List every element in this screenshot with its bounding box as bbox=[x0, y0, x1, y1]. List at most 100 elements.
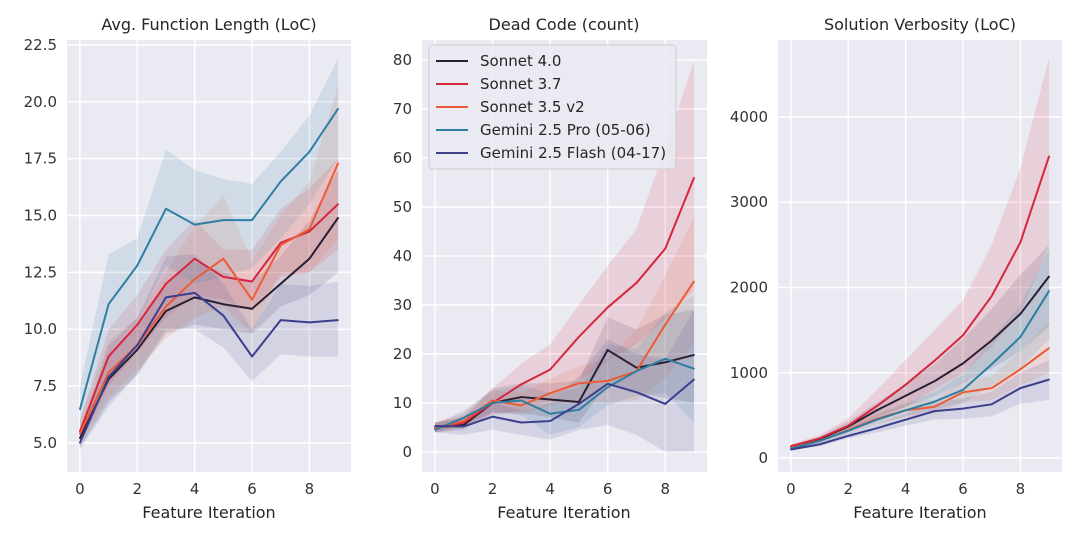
legend: Sonnet 4.0 Sonnet 3.7 Sonnet 3.5 v2 Gemini … bbox=[428, 44, 677, 170]
data-point-sonnet-3-5-v2 bbox=[107, 371, 110, 374]
data-point-gemini-2-5-pro-05-06 bbox=[337, 107, 339, 110]
data-point-gemini-2-5-flash-04-17 bbox=[279, 319, 282, 321]
data-point-sonnet-3-5-v2 bbox=[578, 382, 580, 385]
data-point-gemini-2-5-flash-04-17 bbox=[520, 421, 523, 424]
data-point-sonnet-3-7 bbox=[635, 282, 638, 284]
data-point-sonnet-3-5-v2 bbox=[491, 399, 494, 402]
data-point-gemini-2-5-flash-04-17 bbox=[1019, 387, 1022, 389]
y-tick-label: 60 bbox=[393, 149, 412, 167]
data-point-sonnet-3-5-v2 bbox=[434, 426, 436, 429]
x-tick-label: 6 bbox=[603, 480, 613, 498]
data-point-sonnet-3-5-v2 bbox=[222, 257, 225, 260]
data-point-gemini-2-5-flash-04-17 bbox=[962, 407, 964, 410]
data-point-sonnet-3-7 bbox=[847, 424, 850, 427]
data-point-sonnet-3-7 bbox=[1048, 155, 1050, 158]
x-tick-label: 8 bbox=[305, 480, 315, 498]
y-tick-label: 5.0 bbox=[33, 434, 57, 452]
ci-band-sonnet-3-5-v2 bbox=[434, 216, 695, 433]
data-point-gemini-2-5-flash-04-17 bbox=[491, 415, 494, 418]
x-axis-label: Feature Iteration bbox=[142, 503, 275, 522]
data-point-gemini-2-5-flash-04-17 bbox=[990, 403, 993, 406]
data-point-gemini-2-5-pro-05-06 bbox=[578, 408, 580, 411]
y-tick-label: 40 bbox=[393, 247, 412, 265]
data-point-gemini-2-5-pro-05-06 bbox=[251, 219, 253, 221]
series-line-gemini-2-5-flash-04-17 bbox=[434, 378, 695, 428]
data-point-gemini-2-5-pro-05-06 bbox=[818, 440, 821, 442]
data-point-sonnet-3-5-v2 bbox=[606, 380, 609, 382]
data-point-gemini-2-5-pro-05-06 bbox=[491, 402, 494, 404]
data-point-sonnet-4-0 bbox=[549, 398, 551, 401]
data-point-sonnet-3-5-v2 bbox=[165, 305, 167, 308]
data-point-sonnet-4-0 bbox=[693, 354, 695, 356]
data-point-gemini-2-5-pro-05-06 bbox=[606, 386, 609, 389]
data-point-gemini-2-5-flash-04-17 bbox=[664, 403, 667, 405]
data-point-gemini-2-5-pro-05-06 bbox=[107, 303, 110, 306]
x-tick-label: 4 bbox=[190, 480, 200, 498]
data-point-gemini-2-5-flash-04-17 bbox=[904, 418, 907, 421]
data-point-gemini-2-5-flash-04-17 bbox=[790, 448, 792, 451]
series-line-gemini-2-5-pro-05-06 bbox=[78, 108, 339, 410]
y-tick-label: 10 bbox=[393, 394, 412, 412]
data-point-sonnet-4-0 bbox=[606, 349, 609, 351]
data-point-sonnet-4-0 bbox=[933, 380, 936, 383]
data-point-sonnet-4-0 bbox=[664, 361, 667, 364]
data-point-gemini-2-5-flash-04-17 bbox=[635, 391, 638, 393]
ci-band-gemini-2-5-pro-05-06 bbox=[790, 249, 1050, 451]
data-point-sonnet-4-0 bbox=[165, 310, 167, 312]
data-point-gemini-2-5-flash-04-17 bbox=[876, 427, 878, 429]
x-tick-label: 8 bbox=[1016, 480, 1026, 498]
data-point-sonnet-3-7 bbox=[818, 437, 821, 440]
legend-label: Sonnet 3.5 v2 bbox=[480, 98, 585, 116]
data-point-gemini-2-5-flash-04-17 bbox=[222, 314, 225, 317]
y-tick-label: 1000 bbox=[730, 364, 768, 382]
data-point-sonnet-3-5-v2 bbox=[1048, 347, 1050, 349]
data-point-gemini-2-5-pro-05-06 bbox=[693, 367, 695, 370]
y-tick-label: 22.5 bbox=[24, 36, 57, 54]
data-point-sonnet-3-7 bbox=[308, 230, 311, 233]
plot-background bbox=[67, 40, 351, 472]
data-point-sonnet-3-7 bbox=[107, 355, 110, 358]
data-point-sonnet-4-0 bbox=[520, 396, 523, 398]
data-point-sonnet-4-0 bbox=[279, 282, 282, 285]
data-point-sonnet-3-5-v2 bbox=[462, 420, 465, 422]
y-tick-label: 12.5 bbox=[24, 263, 57, 281]
data-point-gemini-2-5-flash-04-17 bbox=[434, 425, 436, 427]
data-point-gemini-2-5-flash-04-17 bbox=[462, 425, 465, 428]
plot-area bbox=[778, 40, 1062, 472]
data-point-sonnet-3-7 bbox=[876, 405, 878, 407]
data-point-gemini-2-5-pro-05-06 bbox=[79, 408, 81, 411]
data-point-sonnet-3-7 bbox=[693, 176, 695, 179]
data-point-sonnet-3-7 bbox=[193, 257, 196, 260]
data-point-gemini-2-5-flash-04-17 bbox=[847, 435, 850, 437]
data-point-gemini-2-5-pro-05-06 bbox=[990, 363, 993, 366]
data-point-sonnet-3-5-v2 bbox=[1019, 368, 1022, 371]
x-tick-label: 2 bbox=[488, 480, 498, 498]
data-point-gemini-2-5-pro-05-06 bbox=[635, 370, 638, 372]
data-point-sonnet-4-0 bbox=[79, 437, 81, 440]
data-point-gemini-2-5-flash-04-17 bbox=[79, 442, 81, 444]
data-point-sonnet-3-7 bbox=[1019, 241, 1022, 244]
data-point-sonnet-4-0 bbox=[1048, 275, 1050, 278]
data-point-gemini-2-5-pro-05-06 bbox=[1019, 336, 1022, 338]
data-point-sonnet-3-5-v2 bbox=[549, 392, 551, 394]
data-point-sonnet-3-7 bbox=[962, 334, 964, 337]
ci-band-sonnet-3-7 bbox=[790, 57, 1050, 448]
data-point-sonnet-3-5-v2 bbox=[693, 280, 695, 283]
data-point-sonnet-3-5-v2 bbox=[664, 323, 667, 326]
data-point-sonnet-3-7 bbox=[165, 282, 167, 285]
data-point-sonnet-4-0 bbox=[1019, 313, 1022, 315]
data-point-gemini-2-5-flash-04-17 bbox=[549, 420, 551, 422]
series-line-sonnet-3-7 bbox=[790, 155, 1051, 448]
panel-solution-verbosity: Solution Verbosity (LoC) Feature Iterati… bbox=[730, 15, 1062, 522]
data-point-gemini-2-5-pro-05-06 bbox=[462, 416, 465, 419]
data-point-gemini-2-5-flash-04-17 bbox=[1048, 378, 1050, 381]
y-tick-label: 7.5 bbox=[33, 377, 57, 395]
data-point-sonnet-3-7 bbox=[337, 203, 339, 205]
data-point-gemini-2-5-pro-05-06 bbox=[549, 412, 551, 415]
data-point-sonnet-4-0 bbox=[337, 217, 339, 219]
data-point-sonnet-3-7 bbox=[279, 242, 282, 244]
data-point-sonnet-3-7 bbox=[578, 336, 580, 338]
data-point-sonnet-4-0 bbox=[635, 366, 638, 369]
plot-background bbox=[778, 40, 1062, 472]
